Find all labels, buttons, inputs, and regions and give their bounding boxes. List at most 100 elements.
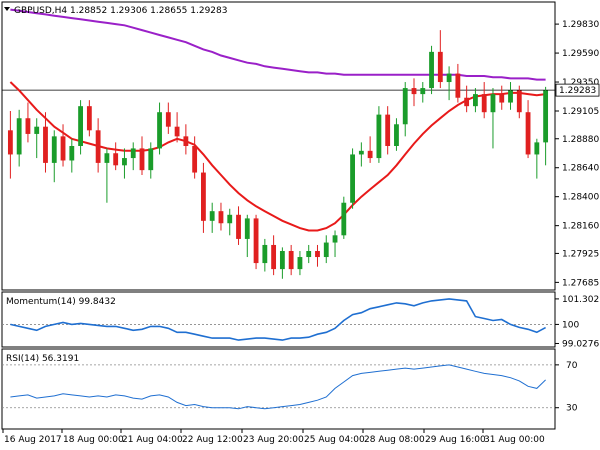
candle-body	[490, 94, 496, 113]
candle-body	[262, 244, 268, 264]
price-panel	[1, 1, 556, 291]
candle-body	[16, 118, 22, 155]
candle-body	[279, 251, 285, 270]
x-tick-label: 31 Aug 00:00	[484, 435, 545, 445]
candle-body	[201, 172, 206, 221]
candle-body	[385, 114, 391, 146]
price-tick-label: 1.27685	[562, 278, 599, 288]
candle-body	[455, 73, 461, 98]
last-price-tag	[555, 83, 600, 97]
candle-body	[534, 142, 540, 155]
x-tick-label: 28 Aug 08:00	[364, 435, 425, 445]
price-tick-label: 1.28160	[562, 222, 599, 232]
candle-body	[481, 94, 487, 113]
candle-body	[43, 126, 48, 163]
candle-body	[437, 51, 443, 83]
x-tick-label: 29 Aug 16:00	[425, 435, 486, 445]
candle-body	[376, 114, 382, 159]
candle-body	[95, 130, 101, 163]
price-tick-label: 1.28880	[562, 135, 599, 145]
candle-body	[420, 88, 426, 95]
momentum-tick-label: 101.302	[562, 295, 599, 305]
x-tick-label: 23 Aug 20:00	[243, 435, 304, 445]
candle-body	[78, 106, 83, 146]
price-tick-label: 1.29105	[562, 107, 599, 117]
candle-body	[244, 218, 250, 239]
candle-body	[358, 150, 364, 155]
candle-body	[499, 94, 505, 103]
candle-body	[323, 242, 329, 258]
price-tick-label: 1.29590	[562, 49, 599, 59]
candle-body	[341, 202, 347, 236]
candle-body	[236, 214, 241, 239]
candle-body	[227, 214, 233, 224]
x-tick-label: 22 Aug 12:00	[182, 435, 243, 445]
rsi-layer	[2, 364, 555, 410]
candle-body	[271, 244, 277, 270]
rsi-header: RSI(14) 56.3191	[6, 354, 79, 364]
price-tick-label: 1.29830	[562, 20, 599, 30]
price-tick-label: 1.27925	[562, 249, 599, 259]
candle-body	[113, 153, 119, 166]
candle-body	[86, 106, 92, 131]
candle-body	[288, 251, 294, 270]
candle-body	[473, 94, 478, 107]
candle-body	[446, 73, 452, 83]
candle-body	[130, 148, 136, 159]
rsi-tick-label: 70	[566, 361, 578, 371]
candle-body	[104, 153, 110, 163]
price-tick-label: 1.28640	[562, 164, 599, 174]
price-header: GBPUSD,H4 1.28852 1.29306 1.28655 1.2928…	[14, 6, 227, 16]
candle-body	[394, 124, 399, 146]
candle-body	[253, 218, 259, 264]
candle-body	[306, 251, 312, 258]
candle-body	[148, 148, 154, 171]
candle-body	[332, 235, 338, 243]
candle-body	[464, 97, 470, 107]
header-triangle-icon	[4, 7, 10, 11]
candle-body	[51, 136, 57, 163]
price-layer	[2, 8, 555, 279]
candle-body	[192, 146, 198, 173]
candle-body	[218, 211, 224, 224]
momentum-line	[10, 298, 546, 341]
candle-body	[7, 130, 13, 155]
candle-body	[122, 158, 127, 166]
candle-body	[543, 90, 549, 143]
last-price-label: 1.29283	[559, 86, 596, 96]
candle-body	[60, 136, 66, 161]
rsi-tick-label: 30	[566, 404, 578, 414]
momentum-tick-label: 99.0276	[562, 339, 599, 349]
candle-body	[411, 88, 417, 95]
x-tick-label: 16 Aug 2017	[4, 435, 62, 445]
candle-body	[367, 150, 373, 159]
momentum-header: Momentum(14) 99.8432	[6, 297, 116, 307]
candle-body	[209, 211, 215, 221]
candle-body	[297, 257, 303, 270]
x-tick-label: 18 Aug 00:00	[63, 435, 124, 445]
candle-body	[525, 112, 531, 155]
candle-body	[25, 118, 31, 134]
candle-body	[34, 126, 40, 134]
x-tick-label: 25 Aug 04:00	[304, 435, 365, 445]
candle-body	[350, 154, 355, 203]
candle-body	[139, 148, 145, 171]
candle-body	[429, 51, 434, 89]
candle-body	[402, 88, 408, 125]
axis-layer: 1.29830 1.29590 1.29350 1.29105 1.28880 1.286…	[2, 20, 600, 445]
candle-body	[516, 90, 522, 113]
rsi-line	[10, 364, 546, 410]
x-tick-label: 21 Aug 04:00	[122, 435, 183, 445]
candle-body	[508, 90, 513, 103]
candle-body	[315, 251, 320, 258]
candle-body	[69, 146, 75, 161]
candle-body	[157, 112, 162, 149]
momentum-tick-label: 100	[562, 320, 579, 330]
price-tick-label: 1.29350	[562, 78, 599, 88]
rsi-panel	[1, 348, 556, 430]
momentum-layer	[2, 298, 555, 341]
candle-body	[183, 136, 189, 146]
price-tick-label: 1.28400	[562, 193, 599, 203]
candle-body	[165, 112, 171, 127]
